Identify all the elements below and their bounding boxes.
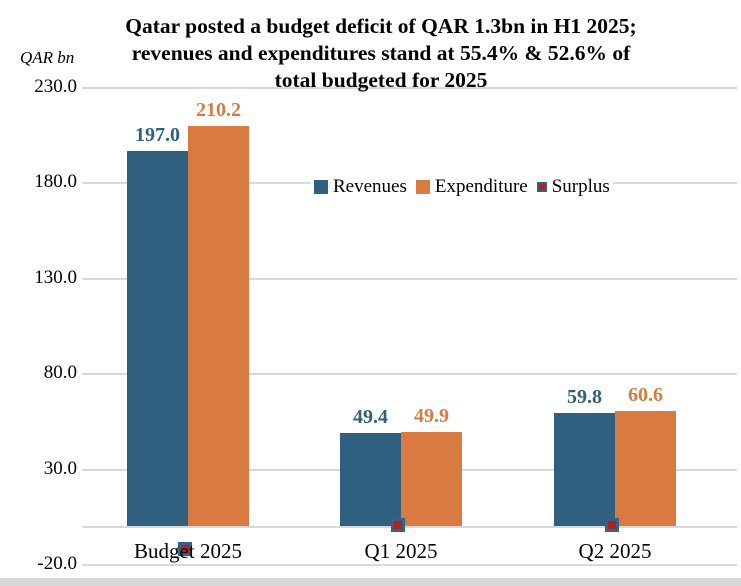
legend-item-revenues: Revenues <box>314 176 407 198</box>
legend-label: Surplus <box>551 176 610 197</box>
chart-title-line-3: total budgeted for 2025 <box>274 68 488 92</box>
zero-axis-line <box>82 525 737 528</box>
expenditure-bar-0 <box>188 125 249 526</box>
legend-item-expenditure: Expenditure <box>415 176 528 198</box>
gridline--20.0 <box>82 564 737 566</box>
legend-item-surplus: Surplus <box>536 176 610 198</box>
chart-title-line-2: revenues and expenditures stand at 55.4%… <box>131 41 631 65</box>
window-bottom-edge <box>0 578 741 586</box>
category-label-2: Q2 2025 <box>578 539 652 563</box>
legend-swatch-expenditure-icon <box>415 180 430 194</box>
y-axis-tick-label: 180.0 <box>34 171 77 193</box>
category-label-0: Budget 2025 <box>134 539 242 563</box>
gridline-130.0 <box>82 277 737 280</box>
y-axis-tick-label: 30.0 <box>43 457 77 479</box>
y-axis-unit-label: QAR bn <box>20 48 75 67</box>
surplus-marker-2 <box>605 518 619 533</box>
surplus-marker-0 <box>178 542 192 557</box>
y-axis-tick-label: -20.0 <box>37 553 77 574</box>
gridline-230.0 <box>82 87 737 89</box>
gridline-80.0 <box>82 373 737 376</box>
legend-label: Revenues <box>333 176 407 197</box>
revenues-value-label-1: 49.4 <box>353 405 388 428</box>
legend-swatch-revenues-icon <box>314 180 328 194</box>
expenditure-value-label-0: 210.2 <box>196 98 241 121</box>
revenues-bar-1 <box>340 432 401 526</box>
y-axis-tick-label: 230.0 <box>34 76 77 97</box>
category-label-1: Q1 2025 <box>364 539 438 563</box>
chart-title: Qatar posted a budget deficit of QAR 1.3… <box>78 13 684 94</box>
expenditure-bar-2 <box>615 411 676 526</box>
revenues-value-label-0: 197.0 <box>135 123 180 146</box>
y-axis-tick-label: 130.0 <box>34 266 77 288</box>
legend-label: Expenditure <box>434 176 528 197</box>
expenditure-value-label-2: 60.6 <box>628 384 663 407</box>
chart-legend: Revenues Expenditure Surplus <box>311 174 613 200</box>
expenditure-bar-1 <box>401 431 462 526</box>
chart-title-line-1: Qatar posted a budget deficit of QAR 1.3… <box>125 14 637 38</box>
surplus-marker-1 <box>391 517 405 532</box>
revenues-value-label-2: 59.8 <box>567 385 602 408</box>
y-axis-tick-label: 80.0 <box>43 362 77 384</box>
legend-swatch-surplus-icon <box>536 182 547 192</box>
revenues-bar-0 <box>127 150 188 526</box>
expenditure-value-label-1: 49.9 <box>414 404 449 427</box>
revenues-bar-2 <box>554 412 615 526</box>
